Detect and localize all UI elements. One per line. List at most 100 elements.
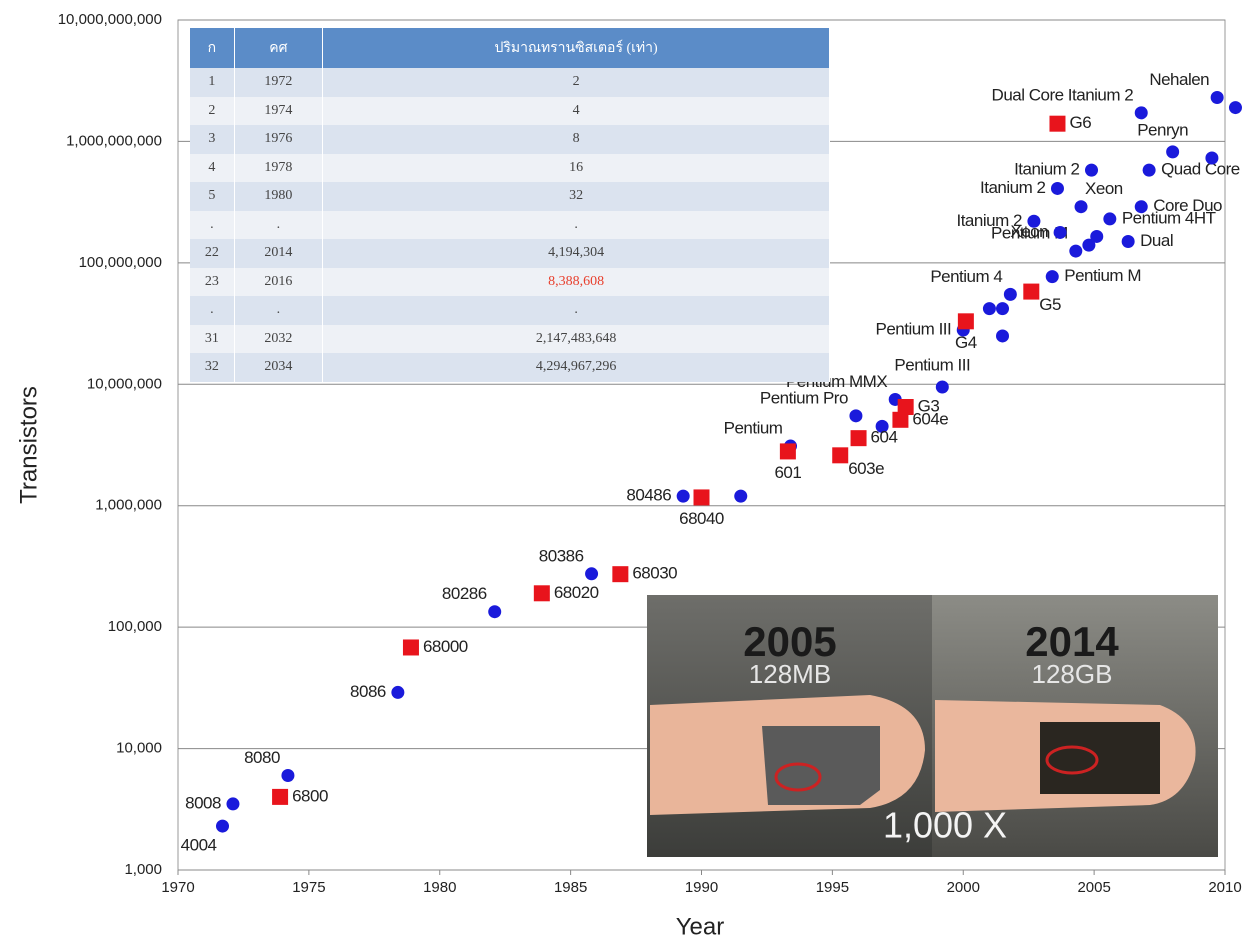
photo-inset: 2005 128MB 2014 128GB 1,000 X: [647, 595, 1218, 857]
highlight-ring: [774, 762, 822, 792]
x-tick-label: 1985: [554, 879, 587, 896]
table-cell: 2032: [234, 324, 324, 353]
data-point: [935, 380, 949, 394]
data-point: [1205, 151, 1219, 165]
point-label: Pentium M: [991, 224, 1068, 243]
point-label: G3: [918, 396, 940, 415]
x-tick-label: 1970: [161, 879, 194, 896]
point-label: Core Duo: [1153, 196, 1222, 215]
table-row: 31 2032 2,147,483,648: [190, 324, 830, 353]
table-cell: 23: [190, 267, 235, 296]
y-tick-label: 1,000: [124, 861, 162, 878]
table-cell: 4,294,967,296: [322, 353, 830, 382]
data-point: [957, 313, 974, 330]
point-label: 68030: [632, 564, 677, 583]
table-cell: 1980: [234, 182, 324, 211]
table-cell: 1978: [234, 153, 324, 182]
x-tick-label: 1980: [423, 879, 456, 896]
point-label: 4004: [181, 836, 217, 855]
point-label: Dual Core Itanium 2: [992, 85, 1134, 104]
table-cell: .: [322, 296, 830, 325]
point-label: Itanium 2: [956, 211, 1021, 230]
point-label: Quad Core: [1161, 160, 1240, 179]
table-cell: 2014: [234, 239, 324, 268]
table-row: ...: [190, 210, 830, 239]
table-cell: 1976: [234, 125, 324, 154]
data-point: [734, 489, 748, 503]
y-tick-label: 10,000,000,000: [58, 11, 162, 28]
table-cell: .: [190, 296, 235, 325]
point-label: 604: [871, 428, 898, 447]
point-label: Dual: [1140, 231, 1173, 250]
inset-size: 128GB: [1032, 659, 1113, 689]
table-cell: 2,147,483,648: [322, 324, 830, 353]
data-point: [1050, 181, 1064, 195]
data-point: [1082, 238, 1096, 252]
inset-size: 128MB: [749, 659, 831, 689]
data-point: [1166, 145, 1180, 159]
data-point: [982, 302, 996, 316]
point-label: 604e: [912, 409, 948, 428]
data-point: [585, 567, 599, 581]
y-tick-label: 100,000,000: [79, 254, 162, 271]
data-point: [1049, 115, 1066, 132]
point-label: Xeon: [1085, 179, 1123, 198]
y-tick-label: 100,000: [108, 618, 162, 635]
point-label: Itanium 2: [980, 178, 1045, 197]
point-label: 601: [774, 463, 801, 482]
inset-year: 2005: [743, 618, 836, 665]
data-point: [1085, 163, 1099, 177]
table-row: 5 1980 32: [190, 182, 830, 211]
table-cell: .: [234, 296, 324, 325]
point-label: 80486: [626, 486, 671, 505]
data-point: [391, 685, 405, 699]
data-point: [676, 489, 690, 503]
data-point: [1134, 106, 1148, 120]
table-row: 1 1972 2: [190, 68, 830, 97]
data-point: [1053, 225, 1067, 239]
table-cell: 8,388,608: [322, 267, 830, 296]
data-point: [488, 605, 502, 619]
point-label: 8086: [350, 682, 386, 701]
data-point: [402, 639, 419, 656]
data-point: [996, 302, 1010, 316]
y-axis-label: Transistors: [15, 386, 42, 504]
point-label: Pentium III: [894, 355, 970, 374]
table-cell: 3: [190, 125, 235, 154]
x-tick-label: 2000: [947, 879, 980, 896]
point-label: Nehalen: [1149, 70, 1209, 89]
table-cell: 32: [190, 353, 235, 382]
data-point: [1142, 163, 1156, 177]
table-cell: 32: [322, 182, 830, 211]
x-tick-label: 1975: [292, 879, 325, 896]
table-cell: 4: [322, 96, 830, 125]
x-tick-label: 2010: [1208, 879, 1241, 896]
x-tick-label: 1995: [816, 879, 849, 896]
table-cell: 1972: [234, 68, 324, 97]
data-point: [281, 769, 295, 783]
y-tick-label: 1,000,000: [95, 497, 162, 514]
data-point: [1228, 101, 1242, 115]
x-axis-label: Year: [676, 913, 725, 940]
point-label: Pentium M: [1064, 266, 1141, 285]
data-point: [1069, 244, 1083, 258]
point-label: 80286: [442, 584, 487, 603]
table-cell: 22: [190, 239, 235, 268]
point-label: Pentium: [724, 419, 783, 438]
x-tick-label: 2005: [1077, 879, 1110, 896]
data-point: [1045, 270, 1059, 284]
data-point: [875, 419, 889, 433]
data-point: [1090, 229, 1104, 243]
table-cell: 2016: [234, 267, 324, 296]
point-label: Pentium 4: [930, 267, 1002, 286]
data-point: [897, 399, 914, 416]
x-tick-label: 1990: [685, 879, 718, 896]
data-point: [1027, 214, 1041, 228]
table-row: 23 2016 8,388,608: [190, 267, 830, 296]
table-cell: .: [190, 210, 235, 239]
data-point: [1074, 200, 1088, 214]
table-cell: 1974: [234, 96, 324, 125]
data-point: [849, 409, 863, 423]
